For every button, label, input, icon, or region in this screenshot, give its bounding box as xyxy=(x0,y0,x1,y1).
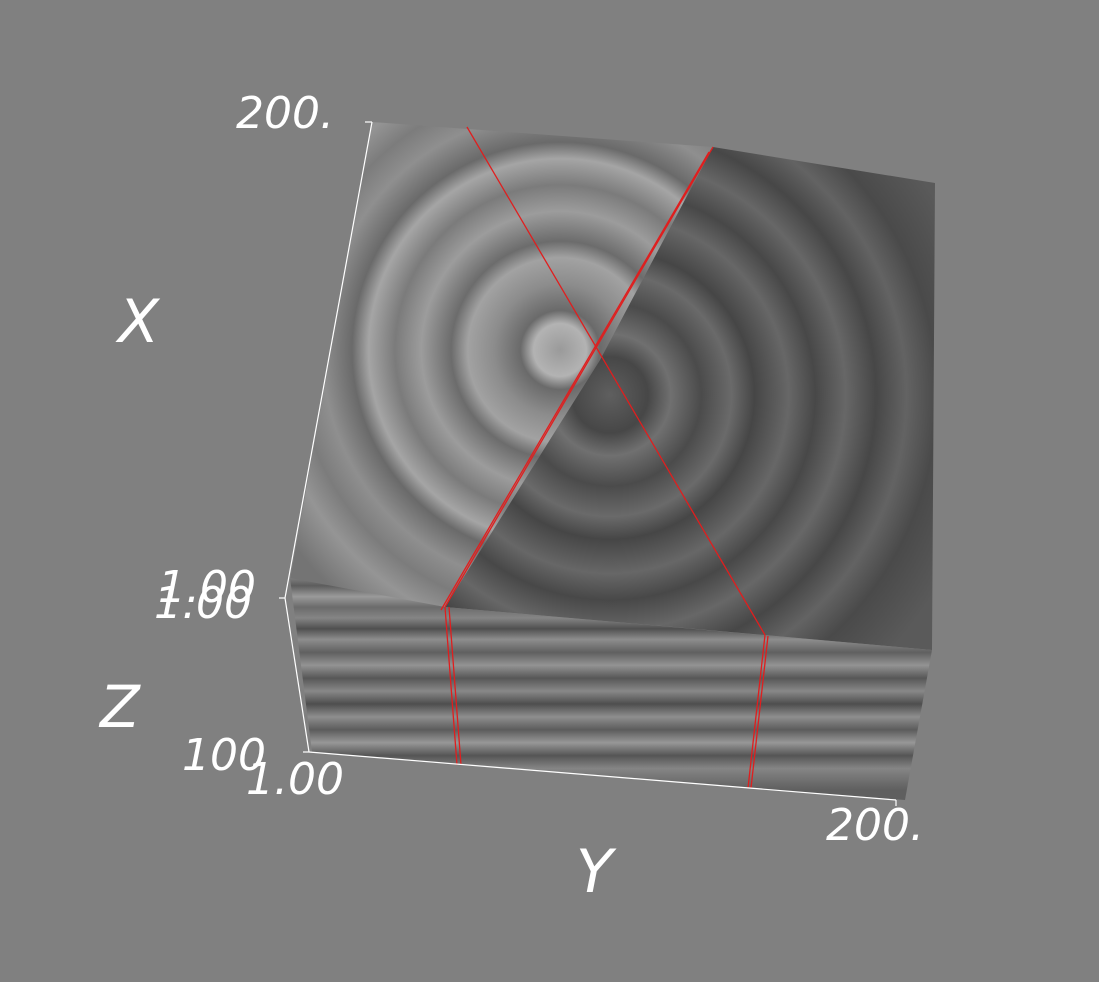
x-axis-tick-max: 200. xyxy=(236,88,334,139)
z-axis-title: Z xyxy=(100,673,140,741)
z-axis-tick-min-a: 1.00 xyxy=(158,562,256,613)
y-axis-title: Y xyxy=(576,837,613,907)
z-axis-tick-max: 100 xyxy=(182,730,266,781)
axis-lines xyxy=(279,121,897,806)
x-axis-title: X xyxy=(118,287,160,357)
cut-plane-lines xyxy=(440,126,769,789)
z-axis-tick-min-b: 1.00 xyxy=(154,578,252,629)
y-axis-tick-min: 1.00 xyxy=(246,754,344,805)
y-axis-tick-max: 200. xyxy=(826,800,924,851)
